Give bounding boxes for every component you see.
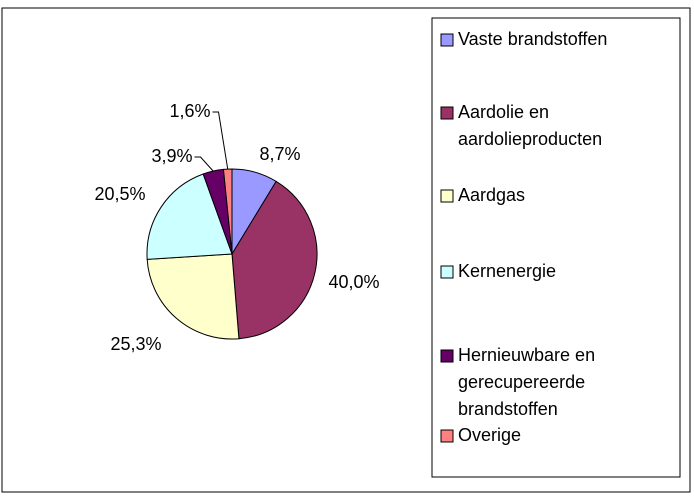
legend-swatch — [440, 33, 454, 47]
legend-line: Hernieuwbare en — [458, 345, 595, 365]
legend-swatch — [440, 349, 454, 363]
legend-line: Aardolie en — [458, 102, 549, 122]
legend-line: Vaste brandstoffen — [458, 29, 607, 49]
pie-slice — [146, 253, 240, 340]
legend-label: Aardolie en aardolieproducten — [458, 102, 602, 149]
data-label: 25,3% — [110, 334, 161, 354]
legend-line: gerecupereerde — [458, 372, 585, 392]
legend-swatch — [440, 265, 454, 279]
data-label: 8,7% — [259, 144, 300, 164]
legend-label: Overige — [458, 425, 521, 445]
leader-line — [212, 111, 229, 170]
legend-swatch — [440, 429, 454, 443]
legend-label: Hernieuwbare en gerecupereerde brandstoffe… — [458, 345, 595, 419]
legend-box — [431, 17, 681, 478]
pie-slice — [231, 180, 318, 340]
data-label: 1,6% — [169, 101, 210, 121]
legend-line: aardolieproducten — [458, 129, 602, 149]
leader-line — [194, 156, 214, 172]
legend-line: Aardgas — [458, 185, 525, 205]
legend-swatch — [440, 106, 454, 120]
legend-swatch — [440, 189, 454, 203]
legend-label: Vaste brandstoffen — [458, 29, 607, 49]
data-label: 20,5% — [94, 184, 145, 204]
legend-line: brandstoffen — [458, 399, 558, 419]
legend-label: Kernenergie — [458, 261, 556, 281]
data-label: 40,0% — [328, 272, 379, 292]
legend-label: Aardgas — [458, 185, 525, 205]
legend-line: Overige — [458, 425, 521, 445]
legend: Vaste brandstoffen Aardolie en aardoliepro… — [440, 29, 607, 445]
data-label: 3,9% — [151, 146, 192, 166]
pie: 8,7% 40,0% 25,3% 20,5% 3,9% 1,6% — [94, 101, 379, 354]
legend-line: Kernenergie — [458, 261, 556, 281]
